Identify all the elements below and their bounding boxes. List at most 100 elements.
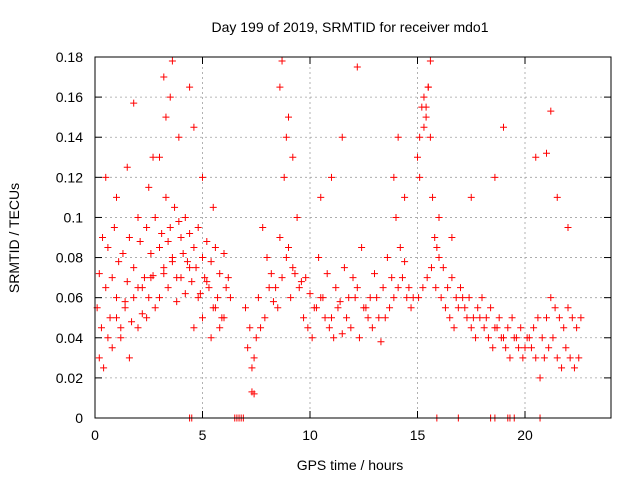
data-point — [506, 354, 514, 362]
data-point — [220, 250, 228, 258]
data-point — [207, 334, 215, 342]
plot-frame — [94, 56, 612, 419]
data-point — [143, 223, 151, 231]
data-point — [186, 229, 194, 237]
data-point — [186, 83, 194, 91]
data-point — [560, 324, 568, 332]
data-point — [199, 173, 206, 181]
data-point — [353, 63, 361, 71]
data-point — [510, 334, 518, 342]
data-point — [347, 324, 355, 332]
data-point — [547, 294, 555, 302]
data-point — [113, 294, 120, 302]
data-point — [523, 334, 531, 342]
y-tick-label: 0.04 — [56, 330, 83, 346]
data-point — [446, 314, 454, 322]
data-point — [123, 278, 131, 286]
data-point — [145, 294, 153, 302]
data-point — [564, 223, 572, 231]
data-point — [177, 234, 185, 241]
data-point — [192, 264, 200, 272]
data-point — [476, 314, 484, 322]
data-point — [252, 334, 260, 342]
data-point — [315, 254, 323, 262]
data-point — [330, 334, 338, 342]
data-point — [420, 93, 428, 101]
data-point — [138, 310, 146, 318]
data-point — [467, 324, 475, 332]
data-point — [373, 294, 381, 302]
data-point — [536, 374, 544, 382]
data-point — [429, 193, 437, 201]
data-point — [278, 57, 286, 65]
data-point — [383, 254, 391, 262]
data-point — [125, 354, 133, 362]
data-point — [95, 270, 103, 278]
data-point — [555, 314, 563, 322]
data-point — [459, 294, 467, 302]
data-point — [216, 324, 224, 332]
data-point — [175, 133, 183, 141]
data-point — [123, 163, 131, 171]
data-point — [504, 324, 512, 332]
data-point — [102, 284, 110, 292]
data-point — [156, 153, 163, 161]
data-point — [203, 238, 211, 246]
data-point — [190, 123, 198, 131]
data-point — [147, 250, 155, 258]
data-point — [278, 274, 286, 282]
data-point — [426, 57, 434, 65]
y-axis-label: SRMTID / TECUs — [6, 183, 22, 293]
data-point — [108, 344, 116, 352]
data-point — [328, 173, 335, 181]
data-point — [521, 344, 529, 352]
data-point — [104, 244, 112, 252]
data-point — [426, 133, 434, 141]
data-point — [130, 99, 138, 107]
data-point — [543, 149, 550, 157]
data-point — [530, 324, 538, 332]
data-point — [203, 278, 211, 286]
data-point — [276, 234, 284, 241]
data-point — [280, 173, 288, 181]
data-point — [366, 294, 374, 302]
data-point — [388, 274, 396, 282]
data-point — [532, 354, 540, 362]
data-point — [439, 264, 447, 272]
data-point — [317, 193, 325, 201]
data-point — [199, 254, 206, 262]
data-point — [345, 294, 353, 302]
data-point — [577, 314, 585, 322]
data-points — [93, 57, 585, 422]
data-point — [328, 314, 335, 322]
data-point — [371, 270, 378, 278]
data-point — [196, 290, 204, 298]
data-point — [244, 344, 252, 352]
y-tick-label: 0 — [75, 410, 83, 426]
data-point — [575, 354, 583, 362]
data-point — [297, 278, 305, 286]
x-tick-label: 15 — [410, 427, 426, 443]
data-point — [461, 304, 469, 312]
data-point — [568, 314, 576, 322]
data-point — [534, 314, 542, 322]
data-point — [349, 274, 357, 282]
data-point — [211, 244, 219, 252]
data-point — [183, 258, 191, 266]
data-point — [136, 238, 144, 246]
data-point — [248, 364, 256, 372]
data-point — [482, 314, 490, 322]
data-point — [216, 270, 224, 278]
x-axis-label: GPS time / hours — [297, 457, 404, 473]
data-point — [317, 294, 325, 302]
data-point — [519, 354, 527, 362]
data-point — [285, 113, 292, 121]
data-point — [495, 314, 503, 322]
data-point — [312, 304, 320, 312]
data-point — [166, 223, 174, 231]
data-point — [106, 314, 114, 322]
data-point — [134, 213, 142, 221]
data-point — [308, 334, 316, 342]
data-point — [515, 344, 523, 352]
data-point — [457, 284, 464, 292]
